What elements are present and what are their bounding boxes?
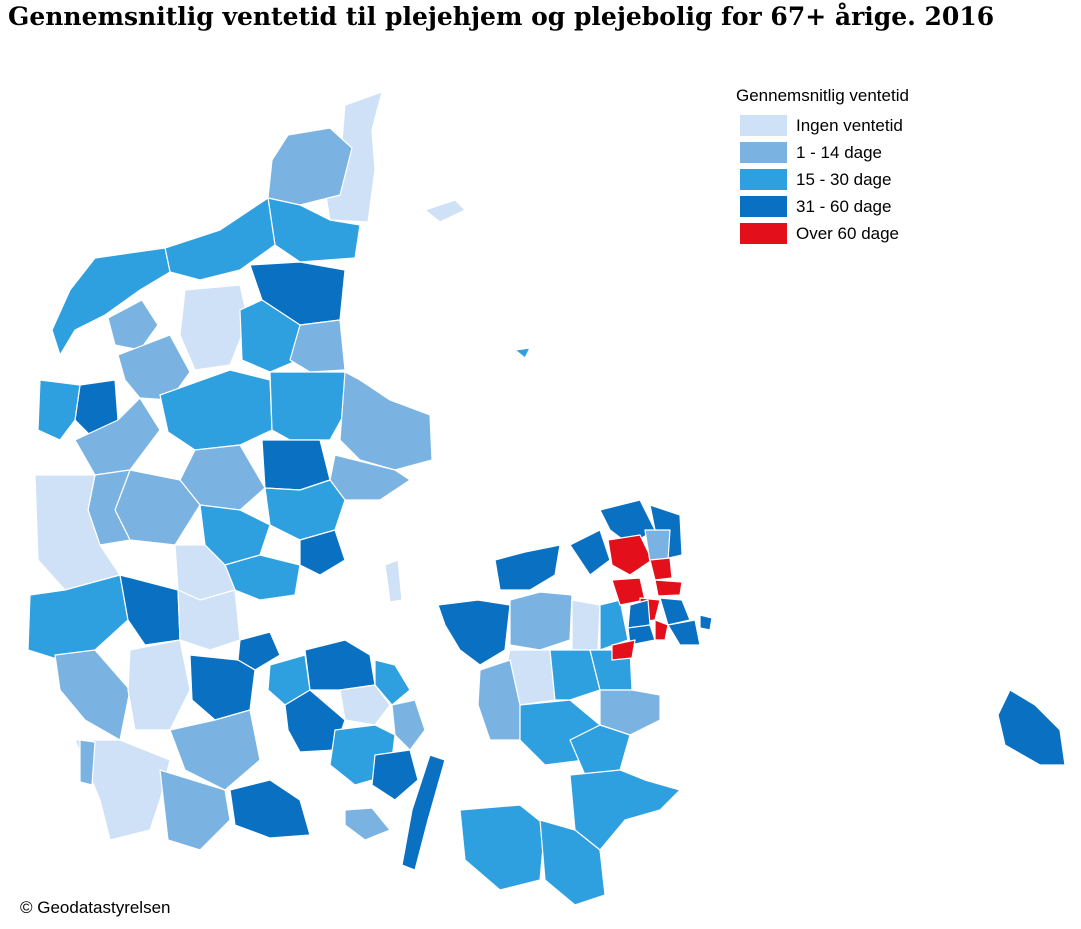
region-south-jutland (27, 574, 311, 851)
municipality-jammerbugt (164, 197, 276, 281)
municipality-vesthimmerland (179, 284, 249, 371)
municipality-norddjurs (339, 371, 433, 471)
copyright-credit: © Geodatastyrelsen (20, 898, 171, 917)
region-zealand (437, 544, 681, 906)
small-islands (384, 199, 531, 603)
municipality-kolding (189, 654, 256, 721)
municipality-koebenhavn (667, 619, 701, 646)
municipality-gladsaxe (659, 597, 691, 626)
municipality-vejen (127, 639, 191, 731)
municipality-vejle (177, 589, 241, 651)
island-samsoe (384, 559, 403, 603)
municipality-roskilde (599, 599, 629, 651)
legend-item-31-60-dage: 31 - 60 dage (736, 193, 909, 220)
municipality-haderslev (169, 709, 261, 791)
municipality-randers (269, 371, 353, 441)
municipality-ringsted (549, 649, 601, 701)
legend-item-1-14-dage: 1 - 14 dage (736, 139, 909, 166)
municipality-lolland (459, 804, 546, 891)
legend-label: Ingen ventetid (796, 115, 903, 135)
municipality-odsherred (494, 544, 561, 591)
island-laesoe (424, 199, 466, 223)
municipality-kalundborg (437, 599, 511, 666)
region-funen (267, 639, 446, 871)
municipality-odder (299, 529, 346, 576)
municipality-soenderborg (229, 779, 311, 839)
island-anholt (514, 347, 531, 359)
municipality-kerteminde (374, 659, 411, 706)
legend-swatch (740, 196, 787, 217)
municipality-thisted (51, 247, 171, 356)
municipality-horsens (224, 554, 301, 601)
municipality-broendby (654, 619, 669, 641)
legend-item-ingen-ventetid: Ingen ventetid (736, 112, 909, 139)
municipality-ringkoebing-skjern (34, 474, 121, 591)
region-capital (569, 499, 1066, 766)
legend-swatch (740, 115, 787, 136)
municipality-dragoer (699, 614, 713, 631)
municipality-vordingborg (569, 769, 681, 851)
municipality-holbaek (509, 591, 573, 651)
municipality-viborg (159, 369, 273, 451)
municipality-billund (119, 574, 181, 646)
municipality-esbjerg (54, 649, 131, 741)
municipality-gribskov (599, 499, 656, 546)
municipality-fanoe (79, 739, 96, 786)
municipality-halsnaes (569, 529, 611, 576)
map-legend: Gennemsnitlig ventetid Ingen ventetid 1 … (736, 86, 909, 247)
map-title: Gennemsnitlig ventetid til plejehjem og … (8, 2, 995, 31)
region-north-jutland (51, 91, 383, 401)
region-central-jutland (34, 369, 433, 601)
legend-swatch (740, 142, 787, 163)
legend-swatch (740, 169, 787, 190)
legend-swatch (740, 223, 787, 244)
municipality-rudersdal (649, 557, 673, 581)
legend-label: 15 - 30 dage (796, 169, 892, 189)
municipality-lemvig (37, 379, 81, 441)
municipality-morsoe (107, 299, 159, 351)
municipality-aabenraa (159, 769, 231, 851)
municipality-broenderslev (267, 197, 361, 263)
municipality-langeland (401, 754, 446, 871)
municipality-mariagerfjord (289, 319, 346, 373)
legend-item-over-60-dage: Over 60 dage (736, 220, 909, 247)
municipality-ishoej (611, 639, 636, 661)
municipality-nyborg (391, 699, 426, 751)
municipality-aarhus (264, 479, 346, 541)
municipality-hjoerring (267, 127, 353, 206)
municipality-odense (339, 684, 391, 726)
municipality-fredericia (237, 631, 281, 671)
municipality-aeroe (344, 807, 391, 841)
municipality-guldborgsund (539, 819, 606, 906)
municipality-toender (74, 739, 171, 841)
municipality-svendborg (371, 749, 419, 801)
legend-label: Over 60 dage (796, 223, 900, 243)
municipality-favrskov (261, 439, 331, 491)
municipality-furesoe (654, 579, 683, 597)
municipality-ballerup (627, 599, 651, 629)
legend-item-15-30-dage: 15 - 30 dage (736, 166, 909, 193)
municipality-varde (27, 574, 129, 661)
legend-label: 1 - 14 dage (796, 142, 883, 162)
municipality-lejre (571, 599, 601, 651)
legend-title: Gennemsnitlig ventetid (736, 86, 909, 105)
municipality-nordfyn (304, 639, 376, 691)
municipality-hilleroed (607, 534, 653, 576)
municipality-bornholm (997, 689, 1066, 766)
municipality-faxe (569, 724, 631, 776)
municipality-fredensborg (644, 529, 671, 563)
legend-label: 31 - 60 dage (796, 196, 892, 216)
